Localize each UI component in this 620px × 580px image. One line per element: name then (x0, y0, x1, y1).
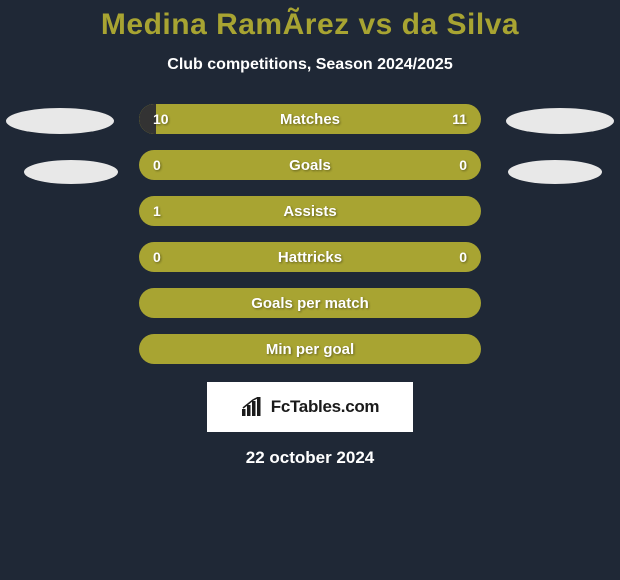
page-title: Medina RamÃ­rez vs da Silva (0, 8, 620, 42)
stat-value-left: 10 (153, 111, 169, 127)
stat-label: Goals per match (251, 295, 369, 312)
stat-row-assists: 1 Assists (139, 196, 481, 226)
player-right-ellipse-2 (508, 160, 602, 184)
player-left-ellipse-2 (24, 160, 118, 184)
stat-row-min-per-goal: Min per goal (139, 334, 481, 364)
logo-box: FcTables.com (207, 382, 413, 432)
stat-value-right: 11 (452, 111, 467, 127)
stat-label: Min per goal (266, 341, 354, 358)
subtitle: Club competitions, Season 2024/2025 (0, 56, 620, 74)
stat-row-goals: 0 Goals 0 (139, 150, 481, 180)
stat-row-hattricks: 0 Hattricks 0 (139, 242, 481, 272)
stat-value-right: 0 (459, 157, 467, 173)
stat-value-left: 0 (153, 249, 161, 265)
stat-label: Hattricks (278, 249, 342, 266)
bar-chart-icon (241, 397, 265, 417)
stat-value-left: 1 (153, 203, 161, 219)
stat-label: Goals (289, 157, 331, 174)
comparison-container: Medina RamÃ­rez vs da Silva Club competi… (0, 0, 620, 468)
logo-text: FcTables.com (271, 397, 380, 417)
stat-label: Assists (283, 203, 336, 220)
stat-label: Matches (280, 111, 340, 128)
stat-value-right: 0 (459, 249, 467, 265)
player-right-ellipse-1 (506, 108, 614, 134)
stat-row-matches: 10 Matches 11 (139, 104, 481, 134)
bar-rows: 10 Matches 11 0 Goals 0 1 Assists 0 Hatt… (139, 104, 481, 364)
date-text: 22 october 2024 (10, 448, 610, 468)
stat-row-goals-per-match: Goals per match (139, 288, 481, 318)
stats-area: 10 Matches 11 0 Goals 0 1 Assists 0 Hatt… (0, 104, 620, 468)
player-left-ellipse-1 (6, 108, 114, 134)
stat-value-left: 0 (153, 157, 161, 173)
